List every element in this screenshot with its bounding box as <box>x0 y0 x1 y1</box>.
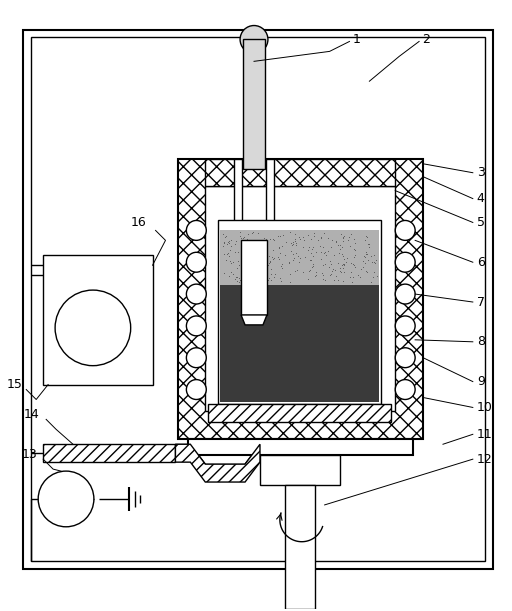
Text: 13: 13 <box>22 448 37 461</box>
Circle shape <box>395 379 415 400</box>
Bar <box>220 285 379 403</box>
Bar <box>266 159 274 246</box>
Bar <box>178 159 423 439</box>
Circle shape <box>395 221 415 240</box>
Text: 12: 12 <box>477 453 493 466</box>
Circle shape <box>38 471 94 527</box>
Text: 9: 9 <box>477 375 485 388</box>
Bar <box>285 485 315 609</box>
Bar <box>220 230 379 285</box>
Circle shape <box>186 284 206 304</box>
Circle shape <box>240 26 268 53</box>
Text: 11: 11 <box>477 428 493 441</box>
Bar <box>241 240 267 315</box>
Text: 14: 14 <box>23 408 39 421</box>
Circle shape <box>186 221 206 240</box>
Text: 15: 15 <box>6 378 22 391</box>
Text: 1: 1 <box>352 33 360 46</box>
Text: 16: 16 <box>131 216 146 229</box>
Bar <box>188 439 413 455</box>
Polygon shape <box>176 444 260 482</box>
Circle shape <box>186 316 206 336</box>
Text: 5: 5 <box>477 216 485 229</box>
Bar <box>43 444 176 462</box>
Text: 3: 3 <box>477 166 485 179</box>
Bar <box>243 40 265 169</box>
Bar <box>234 159 242 246</box>
Circle shape <box>55 290 131 365</box>
Circle shape <box>186 252 206 272</box>
Bar <box>31 37 485 561</box>
Circle shape <box>186 379 206 400</box>
Circle shape <box>395 252 415 272</box>
Bar <box>205 159 395 186</box>
Text: 7: 7 <box>477 296 485 309</box>
Circle shape <box>186 348 206 368</box>
Bar <box>23 29 493 569</box>
Text: 8: 8 <box>477 335 485 348</box>
Polygon shape <box>241 315 267 325</box>
Circle shape <box>395 316 415 336</box>
Circle shape <box>395 348 415 368</box>
Circle shape <box>395 284 415 304</box>
Bar <box>260 455 339 485</box>
Text: 10: 10 <box>477 401 493 414</box>
Bar <box>43 255 153 384</box>
Text: 2: 2 <box>422 33 430 46</box>
Text: 4: 4 <box>477 192 485 205</box>
Bar <box>218 221 381 404</box>
Text: 6: 6 <box>477 256 485 269</box>
Bar <box>205 186 395 411</box>
Bar <box>208 404 391 422</box>
